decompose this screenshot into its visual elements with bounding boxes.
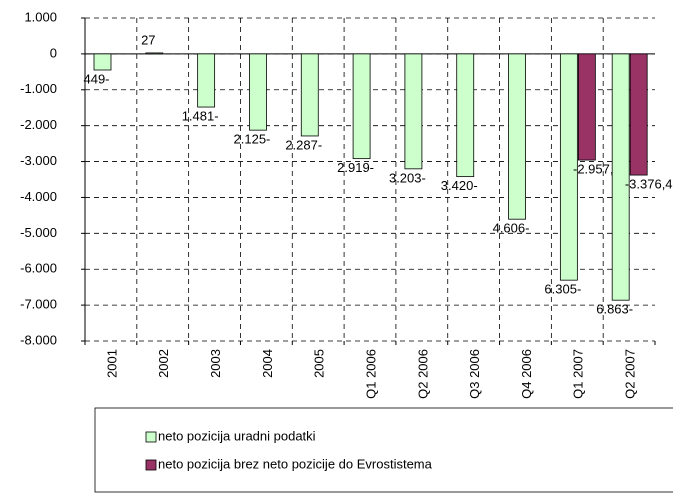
bar (611, 53, 630, 301)
data-label: 449- (83, 71, 109, 86)
y-tick-label: -1.000 (20, 81, 57, 96)
bar (197, 53, 216, 108)
y-tick-label: -8.000 (20, 332, 57, 347)
x-tick-label: 2004 (260, 349, 275, 378)
data-label: 6.305- (544, 282, 581, 297)
x-tick-label: 2002 (156, 349, 171, 378)
data-label: 3.203- (389, 170, 426, 185)
bar (93, 53, 112, 71)
data-label: 4.606- (493, 221, 530, 236)
y-tick-label: -2.000 (20, 117, 57, 132)
bar (629, 53, 648, 176)
data-label: 1.481- (182, 108, 219, 123)
data-label: 6.863- (596, 302, 633, 317)
y-tick-label: 0 (50, 45, 57, 60)
x-tick-label: Q1 2007 (571, 349, 586, 399)
x-tick-label: Q4 2006 (519, 349, 534, 399)
legend-label: neto pozicija brez neto pozicije do Evro… (158, 456, 433, 471)
y-tick-label: 1.000 (24, 9, 57, 24)
data-label: 2.125- (234, 132, 271, 147)
x-tick-label: 2005 (312, 349, 327, 378)
data-label: -2.957,8 (573, 161, 621, 176)
x-tick-label: Q1 2006 (363, 349, 378, 399)
y-tick-label: -6.000 (20, 261, 57, 276)
y-tick-label: -7.000 (20, 297, 57, 312)
bar (456, 53, 475, 178)
data-label: 2.287- (285, 137, 322, 152)
bar (559, 53, 578, 281)
data-label: 2.919- (337, 160, 374, 175)
data-label: 3.420- (441, 178, 478, 193)
data-label: 27 (141, 32, 155, 47)
x-tick-label: 2001 (104, 349, 119, 378)
data-label: -3.376,4 (625, 177, 673, 192)
bar (249, 53, 267, 131)
bar (577, 53, 596, 161)
x-tick-label: Q2 2007 (623, 349, 638, 399)
legend-swatch (145, 431, 157, 443)
x-tick-label: Q3 2006 (467, 349, 482, 399)
legend-label: neto pozicija uradni podatki (158, 428, 316, 443)
bar (352, 53, 371, 160)
y-tick-label: -3.000 (20, 153, 57, 168)
y-tick-label: -4.000 (20, 189, 57, 204)
legend-swatch (145, 459, 157, 471)
bar (404, 53, 423, 170)
bar (145, 52, 164, 55)
y-tick-label: -5.000 (20, 225, 57, 240)
legend (94, 407, 673, 493)
x-tick-label: Q2 2006 (415, 349, 430, 399)
bar (300, 53, 319, 137)
bar (508, 53, 526, 220)
x-tick-label: 2003 (208, 349, 223, 378)
